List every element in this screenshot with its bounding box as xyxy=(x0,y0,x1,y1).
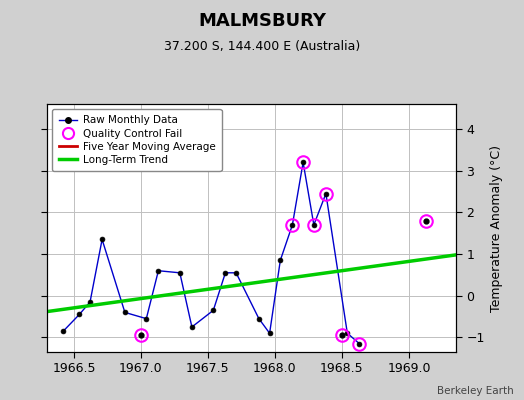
Text: Berkeley Earth: Berkeley Earth xyxy=(437,386,514,396)
Text: 37.200 S, 144.400 E (Australia): 37.200 S, 144.400 E (Australia) xyxy=(164,40,360,53)
Y-axis label: Temperature Anomaly (°C): Temperature Anomaly (°C) xyxy=(490,144,503,312)
Text: MALMSBURY: MALMSBURY xyxy=(198,12,326,30)
Legend: Raw Monthly Data, Quality Control Fail, Five Year Moving Average, Long-Term Tren: Raw Monthly Data, Quality Control Fail, … xyxy=(52,109,222,171)
